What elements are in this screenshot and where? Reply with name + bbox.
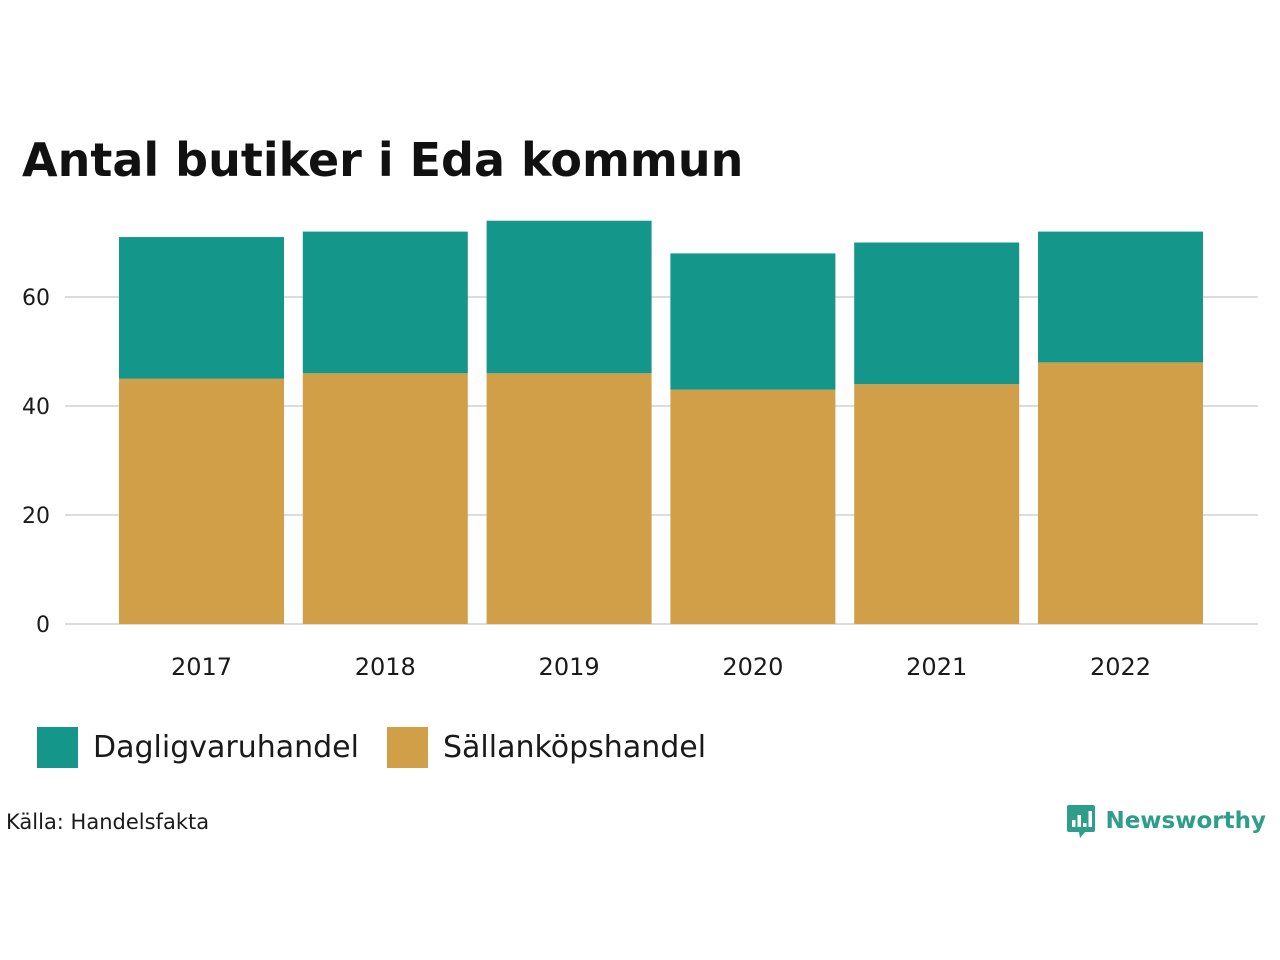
legend-swatch-dagligvaruhandel [37,726,78,768]
bar-s-llank-pshandel-2017 [119,378,284,624]
bar-dagligvaruhandel-2018 [302,231,468,374]
bar-s-llank-pshandel-2019 [486,373,652,624]
legend-swatch-sallankopshandel [386,726,428,768]
x-tick-label-2017: 2017 [171,653,232,681]
bar-dagligvaruhandel-2021 [854,242,1020,385]
x-tick-label-2020: 2020 [722,653,783,681]
x-tick-label-2018: 2018 [355,653,416,681]
bar-dagligvaruhandel-2022 [1038,231,1203,363]
x-tick-label-2021: 2021 [906,653,967,681]
y-tick-label-40: 40 [22,395,50,420]
y-tick-label-60: 60 [22,286,50,311]
legend-label-sallankopshandel: Sällanköpshandel [442,729,707,765]
legend: Dagligvaruhandel Sällanköpshandel [37,725,734,769]
brand-logo: Newsworthy [1066,803,1266,839]
bar-s-llank-pshandel-2018 [302,373,468,624]
bar-dagligvaruhandel-2017 [119,237,284,379]
bar-dagligvaruhandel-2020 [670,253,836,390]
y-axis-tick-labels: 0 20 40 60 [22,286,50,638]
bar-s-llank-pshandel-2021 [854,384,1020,624]
y-tick-label-20: 20 [22,504,50,529]
legend-item-dagligvaruhandel: Dagligvaruhandel [37,726,359,768]
bars [119,220,1203,624]
newsworthy-logo-icon [1067,805,1096,838]
bar-s-llank-pshandel-2022 [1038,362,1203,624]
bar-dagligvaruhandel-2019 [486,220,652,374]
bar-chart: 0 20 40 60 2017 2018 2019 2020 2021 2022 [22,220,1258,681]
legend-item-sallankopshandel: Sällanköpshandel [386,726,707,768]
y-tick-label-0: 0 [36,613,50,638]
x-tick-label-2019: 2019 [539,653,600,681]
brand-name: Newsworthy [1105,808,1266,834]
bar-s-llank-pshandel-2020 [670,389,836,624]
chart-title: Antal butiker i Eda kommun [22,133,744,187]
x-axis-tick-labels: 2017 2018 2019 2020 2021 2022 [171,653,1151,681]
legend-label-dagligvaruhandel: Dagligvaruhandel [93,729,359,765]
x-tick-label-2022: 2022 [1090,653,1151,681]
source-note: Källa: Handelsfakta [6,810,210,834]
